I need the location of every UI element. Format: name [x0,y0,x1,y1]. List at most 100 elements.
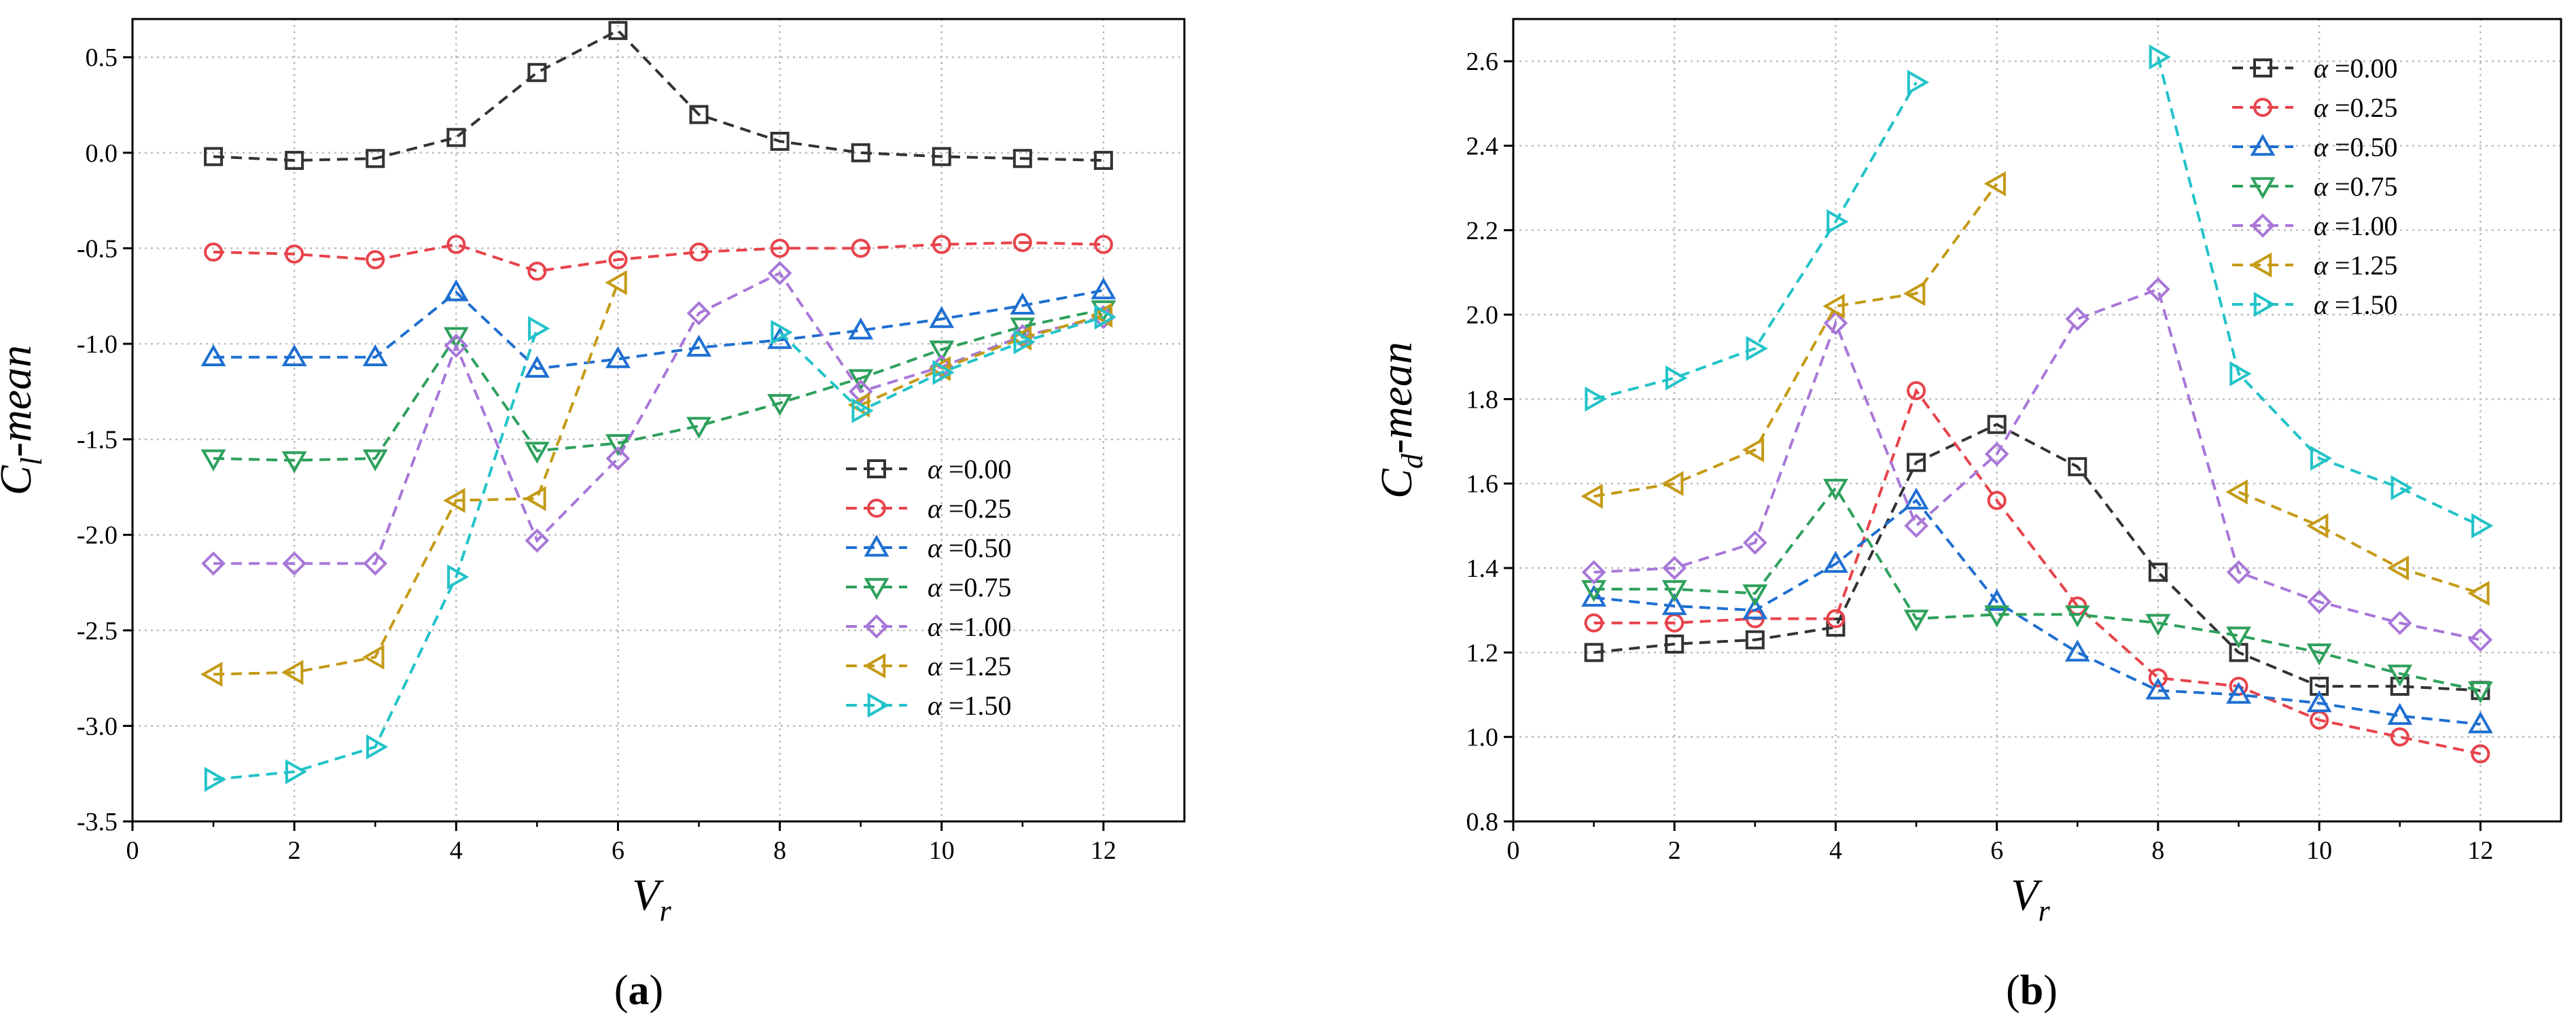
x-tick-label: 10 [929,836,955,865]
data-point [362,449,388,472]
data-point [608,250,628,270]
series-line [1593,82,1918,401]
data-point [686,301,711,325]
series-triangle-down [200,300,1116,474]
legend-item: α =0.75 [846,572,1012,603]
data-point [1745,630,1765,650]
data-point [848,379,873,404]
data-point [285,151,304,171]
data-point [1823,478,1848,501]
data-point [1984,588,2010,611]
legend-value: =1.00 [2328,211,2398,241]
y-tick-label: -1.0 [77,330,118,359]
data-point [932,234,951,254]
legend-value: =0.25 [2328,92,2398,123]
legend-item: α =0.50 [2232,132,2398,162]
x-tick-label: 8 [773,836,786,865]
legend-label: α =0.25 [928,493,1012,524]
data-point [1987,414,2007,434]
data-point [2148,563,2168,582]
data-point [1746,336,1768,361]
data-point [2145,614,2171,636]
x-tick-label: 8 [2151,836,2164,865]
data-point [1822,294,1845,319]
y-tick-label: 1.0 [1466,724,1499,752]
data-point [1984,442,2009,467]
y-tick-label: -2.5 [77,617,118,645]
y-axis-title: Cd-mean [1372,342,1429,499]
data-point [201,551,226,576]
chart-panel-b: 0 2 4 6 8 10 12 0.8 1.0 1.2 1.4 1.6 1.8 2.0 2.2 2.4 2.6 V… [1372,18,2562,1014]
panel-label-letter: b [2020,967,2043,1014]
data-point [2149,44,2171,70]
series-line [213,282,620,676]
data-point [200,344,226,366]
legend-symbol: α [928,690,942,721]
legend-item: α =1.00 [846,611,1012,642]
series-line [213,271,1104,565]
data-point [851,238,870,258]
x-axis-ticks: 0 2 4 6 8 10 12 [126,821,1116,865]
data-point [929,340,955,363]
x-axis-title: Vr [632,870,671,927]
legend-label: α =1.50 [928,690,1012,721]
data-point [527,63,547,82]
y-tick-label: 0.5 [86,43,118,72]
data-point [686,334,711,357]
series-line [213,289,1104,370]
data-point [528,316,550,341]
legend-marker [864,614,889,639]
panel-label: (b) [2006,967,2058,1014]
data-point [770,238,790,258]
data-point [524,486,546,512]
y-tick-label: -2.0 [77,521,118,550]
legend-label: α =1.00 [928,611,1012,642]
data-point [1093,151,1113,171]
data-point [1742,584,1768,607]
series-triangle-left [1581,171,2490,606]
x-tick-label: 2 [288,836,301,865]
data-point [1013,329,1036,355]
y-axis-title-main: C [0,465,41,495]
data-point [2306,643,2332,666]
data-point [2471,744,2490,764]
data-point [2387,703,2413,725]
data-point [1907,452,1926,472]
data-point [1903,281,1926,306]
data-point [447,564,470,590]
data-point [281,660,304,686]
legend-value: =0.75 [942,572,1012,603]
data-point [204,766,227,792]
x-axis-title: Vr [2011,870,2050,927]
series-triangle-up [200,277,1116,378]
data-point [1094,304,1116,330]
legend-marker [863,653,886,679]
x-tick-label: 0 [126,836,139,865]
y-tick-label: 1.6 [1466,470,1499,499]
data-point [932,147,951,166]
series-line [1593,183,1998,498]
data-point [848,317,874,340]
legend-label: α =0.50 [928,533,1012,563]
data-point [366,149,385,168]
data-point [443,279,469,302]
legend-item: α =0.75 [2232,171,2398,202]
data-point [2467,580,2490,606]
panel-label-close: ) [2043,967,2058,1014]
series-line [1593,498,2481,726]
legend-marker [2253,291,2276,317]
series-line [1593,485,2481,692]
series-line [860,313,1104,406]
y-tick-label: 1.8 [1466,385,1499,414]
data-point [524,355,550,378]
data-point [2226,681,2251,704]
data-point [2390,727,2410,747]
legend-value: =0.00 [942,454,1012,484]
series-triangle-right [1585,44,2494,539]
y-axis-title-main: C [1372,468,1422,499]
data-point [2468,627,2493,652]
data-point [932,359,955,385]
x-axis-title-main: V [632,870,664,920]
data-point [2065,306,2090,332]
